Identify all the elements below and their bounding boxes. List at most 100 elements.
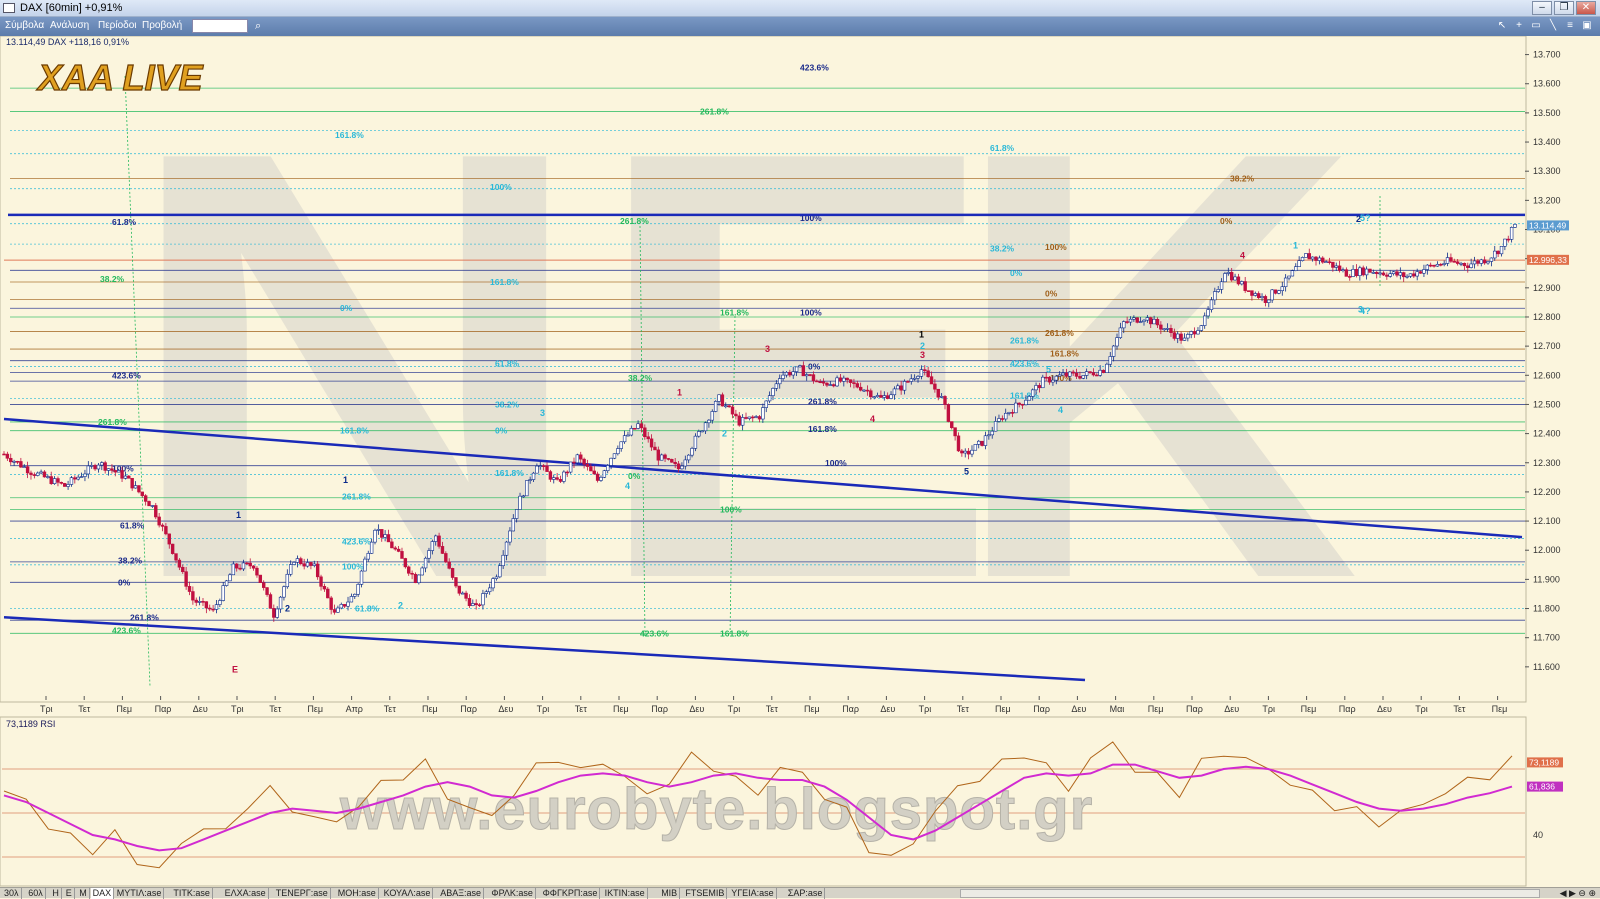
candle-body: [528, 479, 532, 481]
symbol-tab[interactable]: ΦΦΓΚΡΠ:ase: [541, 888, 601, 899]
y-tick-label: 11.800: [1533, 604, 1560, 614]
rectangle-icon[interactable]: ▭: [1531, 20, 1541, 31]
symbol-tab[interactable]: Ε: [64, 888, 75, 899]
candle-body: [133, 485, 138, 489]
candle-body: [447, 561, 451, 569]
symbol-tab[interactable]: ΜΙΒ: [659, 888, 681, 899]
candle-body: [1122, 321, 1126, 329]
candle-body: [93, 465, 97, 470]
save-icon[interactable]: ▣: [1582, 20, 1592, 31]
layout-icon[interactable]: ≡: [1567, 20, 1573, 31]
candle-body: [1101, 369, 1106, 373]
candle-body: [224, 580, 229, 586]
candle-body: [869, 390, 873, 398]
x-tick-label: Τετ: [575, 704, 588, 714]
symbol-tab[interactable]: ΣΑΡ:ase: [786, 888, 826, 899]
restore-icon[interactable]: ❐: [1554, 1, 1574, 15]
candle-body: [177, 559, 182, 568]
wave-label: 5?: [1360, 213, 1371, 223]
candle-body: [1030, 389, 1035, 397]
symbol-tab[interactable]: ΑΒΑΞ:ase: [438, 888, 485, 899]
candle-body: [167, 533, 171, 545]
candle-body: [697, 431, 701, 437]
menu-view[interactable]: Προβολή: [142, 20, 183, 31]
x-tick-label: Τετ: [78, 704, 91, 714]
symbol-search-input[interactable]: [192, 19, 248, 33]
candle-body: [1162, 328, 1166, 331]
candle-body: [1462, 262, 1467, 267]
candle-body: [1455, 261, 1460, 264]
candle-body: [393, 547, 397, 550]
candle-body: [366, 553, 370, 560]
fib-level-label: 0%: [118, 577, 131, 587]
trendline-icon[interactable]: ╲: [1549, 20, 1557, 31]
x-tick-label: Παρ: [460, 704, 477, 714]
candle-body: [629, 428, 634, 436]
symbol-tab[interactable]: ΙΚΤΙΝ:ase: [603, 888, 648, 899]
minimize-icon[interactable]: –: [1532, 1, 1552, 15]
candle-body: [471, 603, 475, 606]
candle-body: [106, 468, 111, 471]
symbol-tab[interactable]: ΦΡΛΚ:ase: [489, 888, 536, 899]
fib-level-label: 261.8%: [700, 106, 729, 116]
symbol-tab[interactable]: DAX: [90, 888, 115, 899]
fib-level-label: 38.2%: [1230, 173, 1255, 183]
symbol-tab[interactable]: ΕΛΧΑ:ase: [223, 888, 269, 899]
menu-symbols[interactable]: Σύμβολα: [5, 20, 45, 31]
candle-body: [501, 554, 505, 567]
candle-body: [1418, 271, 1423, 274]
symbol-tab[interactable]: 60λ: [26, 888, 46, 899]
symbol-tab[interactable]: Η: [50, 888, 62, 899]
candle-body: [403, 558, 408, 568]
chart-area[interactable]: N EK 423.6%261.8%161.8%100%61.8%38.2%0%42…: [0, 36, 1600, 887]
candle-body: [1223, 273, 1227, 283]
search-icon[interactable]: ⌕: [255, 20, 262, 32]
candle-body: [1095, 374, 1099, 377]
crosshair-icon[interactable]: +: [1516, 20, 1522, 31]
fib-level-label: 161.8%: [495, 468, 524, 478]
channel-lower-line: [3, 616, 1086, 682]
symbol-tab[interactable]: FTSEMIB: [683, 888, 728, 899]
candle-body: [1334, 265, 1338, 268]
candle-body: [1128, 318, 1133, 323]
horizontal-scrollbar[interactable]: [960, 889, 1540, 898]
cursor-icon[interactable]: ↖: [1497, 20, 1507, 31]
x-tick-label: Δευ: [193, 704, 208, 714]
candle-body: [278, 596, 283, 610]
candle-body: [521, 495, 526, 498]
candle-body: [292, 562, 296, 565]
candle-body: [1263, 296, 1268, 303]
candle-body: [73, 477, 77, 480]
symbol-tab[interactable]: ΜΟΗ:ase: [336, 888, 379, 899]
symbol-tab[interactable]: ΜΥΤΙΛ:ase: [115, 888, 165, 899]
symbol-tab[interactable]: ΤΙΤΚ:ase: [171, 888, 213, 899]
candle-body: [606, 465, 610, 471]
candle-body: [1196, 330, 1200, 335]
candle-body: [1068, 371, 1072, 377]
candle-body: [1155, 318, 1160, 326]
candle-body: [633, 428, 637, 430]
symbol-tab[interactable]: 30λ: [2, 888, 22, 899]
symbol-tab[interactable]: ΥΓΕΙΑ:ase: [729, 888, 777, 899]
close-icon[interactable]: ✕: [1576, 1, 1596, 15]
symbol-tab[interactable]: Μ: [77, 888, 90, 899]
symbol-tab[interactable]: ΚΟΥΑΛ:ase: [382, 888, 434, 899]
zoom-nav-icon[interactable]: ◀ ▶ ⊖ ⊕: [1559, 888, 1596, 898]
symbol-tab[interactable]: ΤΕΝΕΡΓ:ase: [274, 888, 331, 899]
menu-analysis[interactable]: Ανάλυση: [50, 20, 90, 31]
candle-body: [670, 459, 674, 463]
candle-body: [147, 501, 151, 507]
candle-body: [282, 586, 286, 598]
candle-body: [1145, 317, 1150, 321]
candle-body: [858, 386, 863, 391]
menu-periods[interactable]: Περίοδοι: [98, 20, 137, 31]
price-tag-label: 13.114,49: [1529, 220, 1566, 230]
menu-bar: Σύμβολα Ανάλυση Περίοδοι Προβολή ⌕ ↖ + ▭…: [0, 17, 1600, 36]
candle-body: [572, 461, 576, 464]
candle-body: [130, 477, 134, 489]
candle-body: [245, 562, 249, 565]
candle-body: [1165, 328, 1170, 330]
wave-label: 4: [625, 481, 630, 491]
fib-level-label: 0%: [1010, 268, 1023, 278]
y-tick-label: 12.800: [1533, 312, 1561, 322]
